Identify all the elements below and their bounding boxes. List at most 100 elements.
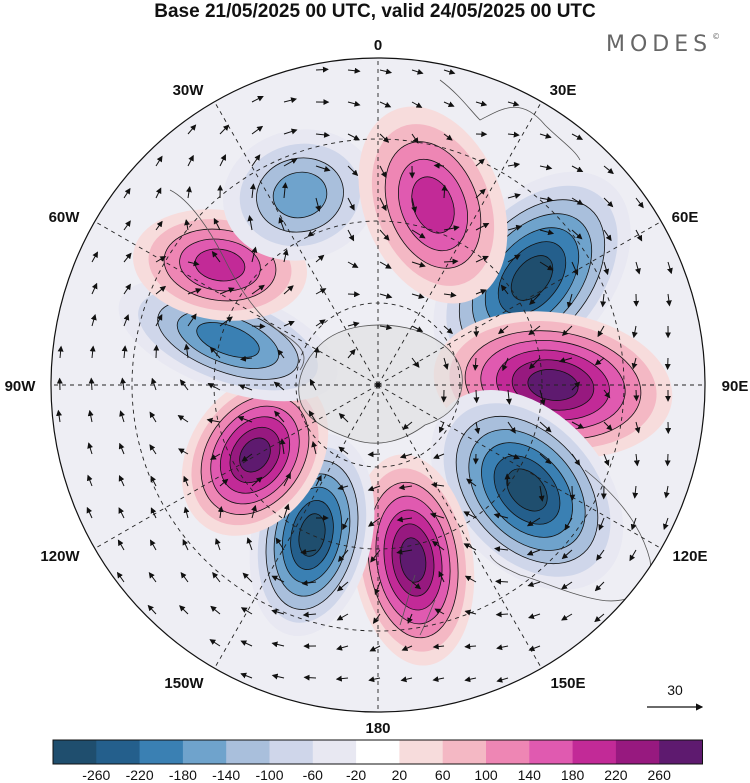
wind-arrow [338,413,349,423]
wind-arrow [283,320,295,327]
colorbar-swatch [312,740,357,764]
wind-arrow [118,442,125,455]
positive-anomaly-lobe [351,454,475,666]
wind-arrow [315,288,327,295]
wind-arrow [315,254,325,263]
wind-arrow [498,325,509,335]
wind-arrow [493,512,509,519]
wind-arrow [315,66,329,73]
brand-mark: © [712,32,721,41]
wind-arrow [603,197,614,208]
wind-arrow [283,158,298,167]
wind-arrow [183,343,190,359]
wind-arrow [242,572,253,583]
wind-arrow [507,162,521,168]
wind-arrow [347,197,355,211]
wind-arrow [571,421,585,429]
wind-arrow [507,100,520,107]
wind-arrow [441,184,448,199]
wind-arrow [434,608,445,615]
wind-arrow [561,581,573,590]
wind-arrow [432,643,445,650]
colorbar-tick-label: 260 [648,767,672,783]
contour-line [239,437,271,473]
wind-arrow [149,444,157,455]
lon-label-0: 0 [374,37,382,54]
contour-level [400,537,426,583]
wind-arrow [249,183,256,199]
wind-arrow [431,482,445,489]
wind-arrow [187,260,200,267]
wind-arrow [251,154,261,167]
wind-arrow [315,197,322,212]
colorbar-swatch [139,740,184,764]
wind-arrow [632,485,639,499]
wind-arrow [407,613,413,624]
wind-arrow [558,357,573,363]
wind-arrow [283,97,298,104]
contour-line [290,500,334,570]
wind-arrow [472,357,479,371]
wind-arrow [271,641,285,648]
contour-line [272,171,328,219]
positive-anomaly-lobe [433,311,673,459]
wind-arrow [251,125,264,135]
wind-arrow [315,474,322,487]
wind-arrow [303,674,317,681]
wind-arrow [561,325,573,337]
wind-arrow [56,409,63,423]
wind-arrow [155,314,163,327]
wind-arrow [271,673,285,680]
colorbar-tick-label: -140 [212,767,240,783]
south-pole-marker [375,382,381,388]
wind-arrow [571,381,581,391]
wind-arrow [411,581,422,590]
colorbar-tick-label: -20 [346,767,366,783]
contour-line [506,468,548,512]
wind-arrow [241,453,253,462]
map-title: Base 21/05/2025 00 UTC, valid 24/05/2025… [154,1,596,22]
wind-arrow [150,507,157,519]
wind-arrow [539,164,553,171]
wind-arrow [278,217,285,231]
wind-arrow [475,100,488,107]
wind-arrow [665,293,672,307]
wind-arrow [629,549,637,562]
wind-arrow [155,187,162,199]
wind-arrow [372,613,381,624]
wind-arrow [336,644,349,651]
wind-arrow [539,453,552,465]
wind-arrow [86,506,93,519]
wind-arrow [539,133,552,139]
colorbar-tick-label: 20 [392,767,408,783]
wind-arrow [475,289,487,295]
colorbar-tick-label: -100 [255,767,283,783]
contour-level [411,176,455,234]
meridian-line [212,384,379,672]
contour-line [298,513,326,557]
wind-arrow [411,357,420,368]
south-america-coast [169,189,305,371]
colorbar-tick-label: -60 [303,767,323,783]
colorbar-swatch [269,740,314,764]
wind-arrow [336,581,349,592]
wind-arrow [251,96,264,103]
wind-arrow [177,414,189,423]
wind-arrow [528,325,541,336]
wind-arrow [443,325,453,334]
wind-arrow [240,640,253,647]
contour-line [196,322,260,358]
wind-arrow [369,645,381,652]
lon-label-30e: 30E [550,82,577,99]
wind-arrow [496,676,509,683]
wind-arrow [379,133,390,143]
wind-arrow [443,101,455,108]
wind-arrow [528,613,541,619]
wind-arrow [251,476,263,487]
wind-arrow [507,453,520,460]
wind-arrow [283,472,291,487]
wind-arrow [282,249,289,263]
colorbar-swatch [53,740,97,764]
positive-anomaly-lobe [358,106,508,304]
wind-arrow [283,503,290,519]
